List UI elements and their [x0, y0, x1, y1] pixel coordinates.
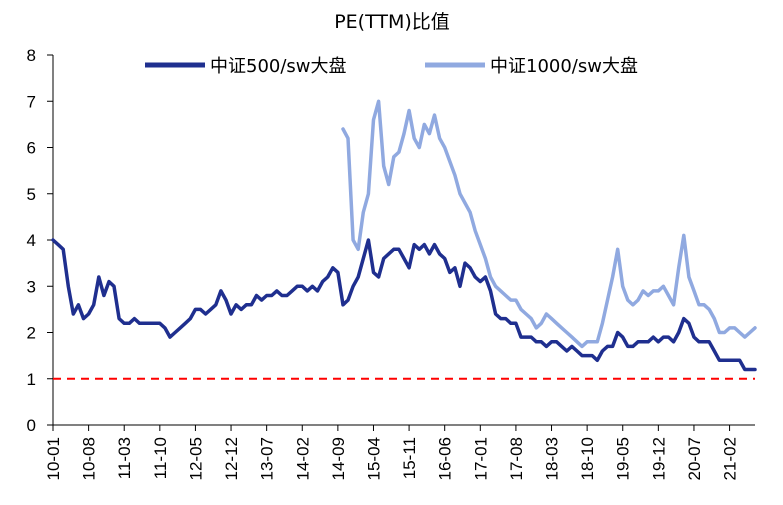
x-tick-label: 18-10: [578, 437, 597, 480]
x-tick-label: 17-08: [507, 437, 526, 480]
x-tick-label: 16-06: [436, 437, 455, 480]
x-tick-label: 17-01: [471, 437, 490, 480]
series-line-csi1000: [341, 99, 757, 349]
x-tick-label: 10-01: [44, 437, 63, 480]
y-tick-label: 3: [27, 277, 36, 296]
y-tick-label: 0: [27, 416, 36, 435]
legend-label-csi1000: 中证1000/sw大盘: [490, 56, 638, 77]
chart-title: PE(TTM)比值: [334, 11, 450, 33]
x-tick-label: 15-11: [400, 437, 419, 479]
legend: 中证500/sw大盘 中证1000/sw大盘: [145, 56, 638, 77]
y-tick-label: 2: [27, 324, 36, 343]
y-tick-label: 7: [27, 92, 36, 111]
y-tick-label: 4: [27, 231, 36, 250]
series-line-csi500: [51, 238, 757, 372]
x-axis: 10-01 10-08 11-03 11-10 12-05 12-12 13-07 14-02…: [44, 424, 755, 480]
x-tick-label: 14-09: [329, 437, 348, 480]
x-tick-label: 19-12: [649, 437, 668, 480]
y-tick-label: 5: [27, 185, 36, 204]
x-tick-label: 10-08: [80, 437, 99, 480]
x-tick-label: 20-07: [685, 437, 704, 480]
y-axis: 0 1 2 3 4 5 6 7 8: [27, 46, 54, 435]
x-tick-label: 13-07: [258, 437, 277, 480]
y-tick-label: 1: [27, 370, 36, 389]
y-tick-label: 6: [27, 139, 36, 158]
x-tick-label: 12-05: [186, 437, 205, 480]
x-tick-label: 12-12: [222, 437, 241, 480]
x-tick-label: 14-02: [293, 437, 312, 480]
x-tick-label: 21-02: [721, 437, 740, 480]
x-tick-label: 11-03: [115, 437, 134, 479]
legend-label-csi500: 中证500/sw大盘: [210, 56, 347, 77]
x-tick-label: 18-03: [543, 437, 562, 480]
y-tick-label: 8: [27, 46, 36, 65]
x-tick-label: 11-10: [151, 437, 170, 479]
x-tick-label: 15-04: [364, 437, 383, 480]
series-layer: [51, 99, 757, 372]
x-tick-label: 19-05: [614, 437, 633, 480]
